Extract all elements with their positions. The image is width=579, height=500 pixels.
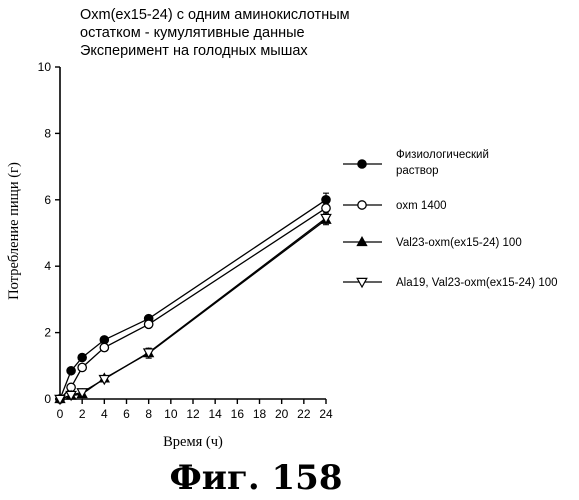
- marker-filled-triangle: [357, 237, 367, 246]
- x-tick-label: 10: [164, 407, 178, 421]
- marker-open-circle: [100, 343, 108, 351]
- figure-label: Фиг. 158: [170, 458, 343, 498]
- x-tick-label: 18: [253, 407, 267, 421]
- x-tick-label: 22: [297, 407, 311, 421]
- legend-item-2: oxm 1400: [343, 200, 447, 212]
- x-tick-label: 8: [145, 407, 152, 421]
- y-tick-label: 0: [44, 392, 51, 406]
- series-2: [56, 203, 330, 403]
- marker-open-circle: [322, 204, 330, 212]
- series-1: [56, 193, 330, 403]
- legend-label: Ala19, Val23-oxm(ex15-24) 100: [396, 277, 558, 289]
- legend-label: Физиологический: [396, 149, 489, 161]
- x-tick-label: 14: [208, 407, 222, 421]
- title-line: Oxm(ex15-24) с одним аминокислотным: [80, 7, 350, 23]
- x-tick-label: 16: [231, 407, 245, 421]
- x-tick-label: 6: [123, 407, 130, 421]
- series-line: [60, 200, 326, 399]
- legend-label: Val23-oxm(ex15-24) 100: [396, 237, 522, 249]
- legend-item-1: Физиологический раствор: [343, 149, 489, 177]
- x-tick-label: 2: [79, 407, 86, 421]
- y-tick-label: 10: [38, 60, 52, 74]
- legend-label: раствор: [396, 165, 439, 177]
- x-tick-label: 24: [319, 407, 333, 421]
- x-tick-label: 4: [101, 407, 108, 421]
- series-line: [60, 220, 326, 399]
- marker-open-triangle: [357, 278, 367, 287]
- y-tick-label: 2: [44, 326, 51, 340]
- marker-open-circle: [78, 363, 86, 371]
- legend-item-3: Val23-oxm(ex15-24) 100: [343, 237, 522, 249]
- chart-title: Oxm(ex15-24) с одним аминокислотным остат…: [80, 7, 350, 59]
- series-3: [55, 215, 331, 403]
- marker-filled-circle: [67, 367, 75, 375]
- x-tick-label: 20: [275, 407, 289, 421]
- title-line: Эксперимент на голодных мышах: [80, 43, 308, 59]
- marker-open-circle: [144, 320, 152, 328]
- x-axis-label: Время (ч): [163, 434, 223, 450]
- series-line: [60, 208, 326, 399]
- x-tick-label: 12: [186, 407, 200, 421]
- title-line: остатком - кумулятивные данные: [80, 25, 305, 41]
- y-axis-label: Потребление пищи (г): [6, 162, 22, 300]
- marker-open-circle: [358, 201, 366, 209]
- legend-item-4: Ala19, Val23-oxm(ex15-24) 100: [343, 277, 558, 289]
- series-4: [55, 213, 331, 404]
- y-tick-label: 4: [44, 259, 51, 273]
- legend-label: oxm 1400: [396, 200, 447, 212]
- y-tick-label: 8: [44, 126, 51, 140]
- x-tick-label: 0: [57, 407, 64, 421]
- series-line: [60, 218, 326, 399]
- marker-filled-circle: [78, 353, 86, 361]
- legend: Физиологический раствор oxm 1400 Val23-oxm(…: [343, 149, 558, 289]
- marker-filled-circle: [358, 160, 366, 168]
- y-tick-label: 6: [44, 193, 51, 207]
- plot-area: 0246810024681012141618202224: [38, 60, 333, 421]
